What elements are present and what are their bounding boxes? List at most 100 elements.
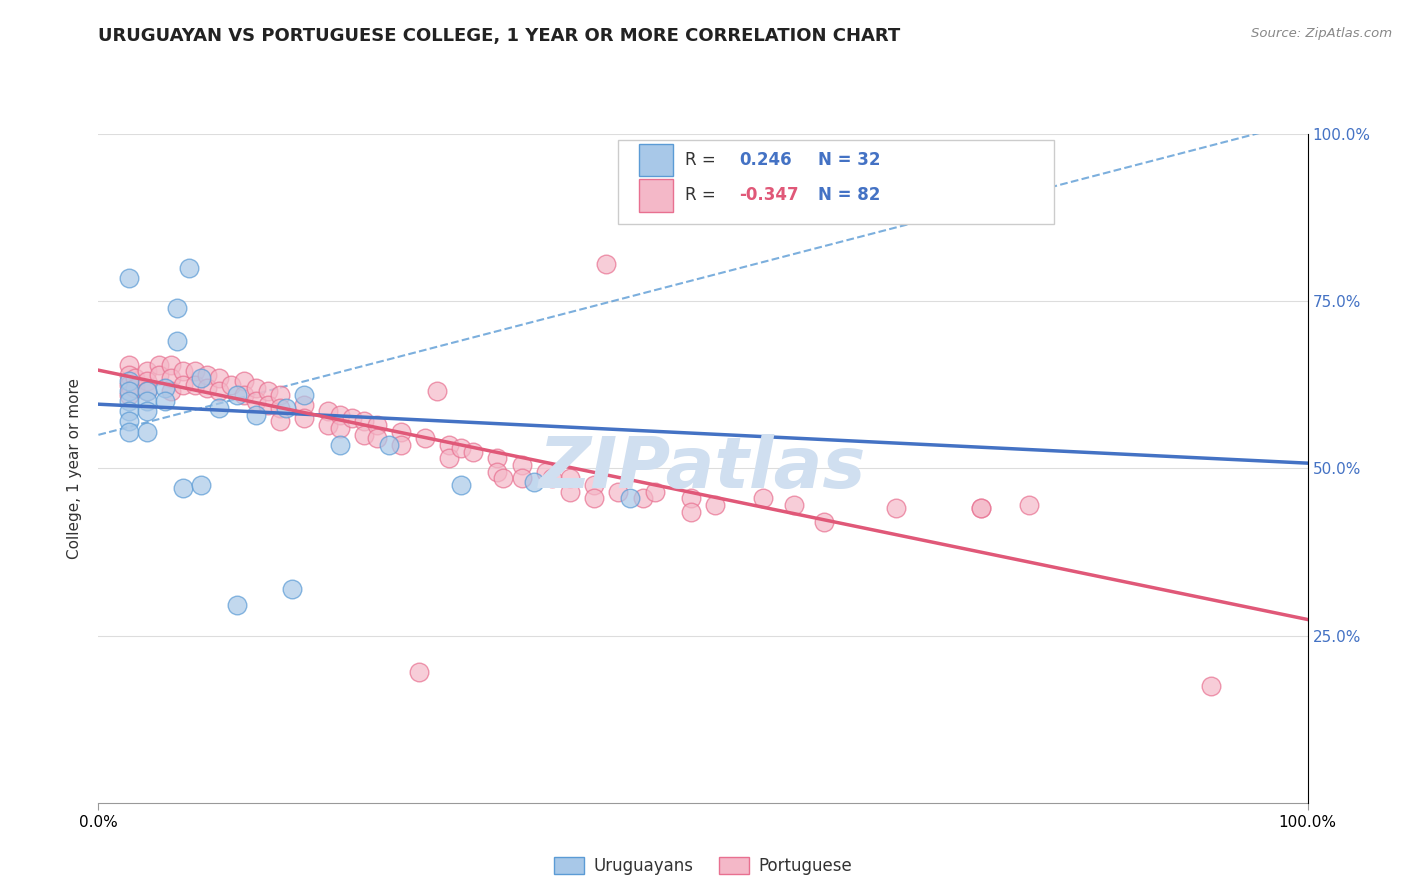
Point <box>232 388 254 402</box>
Point <box>316 417 339 432</box>
Point <box>353 415 375 429</box>
Point <box>135 375 157 389</box>
Point <box>245 394 267 409</box>
Text: ZIPatlas: ZIPatlas <box>540 434 866 503</box>
Point <box>118 425 141 439</box>
Point <box>269 388 291 402</box>
Point <box>408 665 430 680</box>
Text: URUGUAYAN VS PORTUGUESE COLLEGE, 1 YEAR OR MORE CORRELATION CHART: URUGUAYAN VS PORTUGUESE COLLEGE, 1 YEAR … <box>98 27 901 45</box>
Text: -0.347: -0.347 <box>740 186 799 204</box>
Point <box>595 257 617 271</box>
Point <box>124 371 146 385</box>
Text: N = 82: N = 82 <box>818 186 880 204</box>
Point <box>232 375 254 389</box>
Point <box>329 408 352 422</box>
Point <box>118 415 141 429</box>
Point <box>342 411 364 425</box>
Point <box>583 491 606 506</box>
Point <box>366 417 388 432</box>
Point <box>226 599 249 613</box>
Point <box>118 270 141 285</box>
Point <box>631 491 654 506</box>
Point <box>377 438 399 452</box>
Legend: Uruguayans, Portuguese: Uruguayans, Portuguese <box>547 850 859 881</box>
Point <box>269 415 291 429</box>
Point <box>281 582 304 596</box>
Point <box>329 421 352 435</box>
Point <box>190 478 212 492</box>
Point <box>118 404 141 418</box>
Point <box>208 384 231 399</box>
Point <box>153 394 176 409</box>
Point <box>389 425 412 439</box>
Point <box>118 377 141 392</box>
Point <box>166 301 188 315</box>
Point <box>172 377 194 392</box>
Point <box>541 471 564 485</box>
Point <box>184 377 207 392</box>
Point <box>160 358 183 372</box>
Point <box>208 371 231 385</box>
Point <box>190 371 212 385</box>
Point <box>195 368 218 382</box>
Point <box>195 381 218 395</box>
Point <box>463 444 485 458</box>
Point <box>970 501 993 516</box>
Point <box>782 498 804 512</box>
Point <box>160 384 183 399</box>
Point <box>752 491 775 506</box>
Point <box>329 438 352 452</box>
Point <box>558 471 581 485</box>
Point <box>118 368 141 382</box>
Point <box>704 498 727 512</box>
Point <box>679 491 702 506</box>
Point <box>245 381 267 395</box>
Point <box>292 411 315 425</box>
Point <box>118 394 141 409</box>
Point <box>274 401 297 416</box>
Point <box>316 404 339 418</box>
Point <box>450 478 472 492</box>
Point <box>1199 679 1222 693</box>
Text: Source: ZipAtlas.com: Source: ZipAtlas.com <box>1251 27 1392 40</box>
FancyBboxPatch shape <box>619 141 1053 224</box>
Point <box>256 398 278 412</box>
Point <box>426 384 449 399</box>
Bar <box>638 144 673 176</box>
Point <box>135 384 157 399</box>
Point <box>886 501 908 516</box>
Text: R =: R = <box>685 151 721 169</box>
Point <box>269 401 291 416</box>
Point <box>366 431 388 445</box>
Point <box>450 442 472 456</box>
Point <box>166 334 188 349</box>
Point <box>245 408 267 422</box>
Point <box>135 364 157 378</box>
Point <box>256 384 278 399</box>
Point <box>135 384 157 399</box>
Point <box>118 358 141 372</box>
Point <box>221 377 243 392</box>
Text: 0.246: 0.246 <box>740 151 792 169</box>
Point <box>118 384 141 399</box>
Point <box>607 484 630 499</box>
Point <box>160 371 183 385</box>
Point <box>1018 498 1040 512</box>
Point <box>124 381 146 395</box>
Point <box>118 375 141 389</box>
Point <box>534 465 557 479</box>
Point <box>172 364 194 378</box>
Point <box>619 173 641 188</box>
Point <box>179 260 201 275</box>
Text: N = 32: N = 32 <box>818 151 880 169</box>
Point <box>135 394 157 409</box>
Point <box>510 458 533 472</box>
Point <box>172 482 194 496</box>
Point <box>644 484 666 499</box>
Point <box>118 388 141 402</box>
Point <box>970 501 993 516</box>
Point <box>583 478 606 492</box>
Point <box>292 388 315 402</box>
Point <box>135 425 157 439</box>
Point <box>135 404 157 418</box>
